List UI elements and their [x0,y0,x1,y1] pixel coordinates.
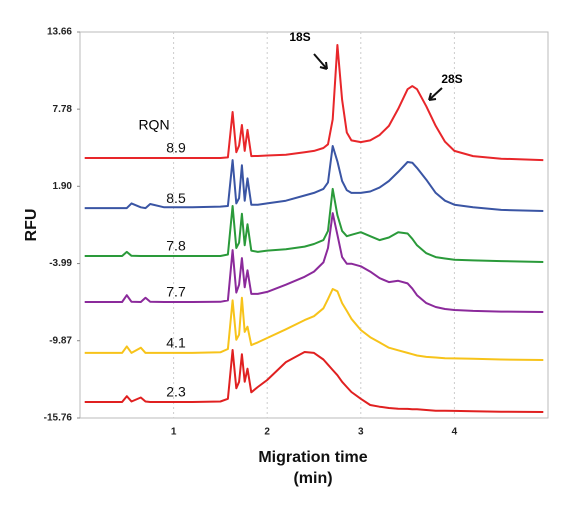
annotation: 28S [441,72,462,86]
x-tick-label: 2 [264,427,270,438]
series-label: 4.1 [166,335,186,351]
series-line [84,187,544,263]
x-tick-label: 1 [171,427,177,438]
series-label: 8.5 [166,190,186,206]
y-tick-label: 7.78 [53,104,73,115]
x-axis-label: (min) [293,470,332,487]
plot-frame [79,31,549,419]
y-axis-label: RFU [23,209,40,242]
series-label: 7.8 [166,238,186,254]
y-tick-label: 13.66 [47,27,72,38]
series-label: 2.3 [166,384,186,400]
x-tick-label: 4 [452,427,458,438]
legend-title: RQN [138,117,169,133]
series-line [84,145,544,212]
y-tick-label: -15.76 [44,413,73,424]
arrow [313,53,328,70]
series-line [84,212,544,313]
annotation: 18S [289,30,310,44]
x-tick-label: 3 [358,427,364,438]
x-axis-label: Migration time [258,449,367,466]
series-line [84,288,544,361]
y-tick-label: -9.87 [49,335,72,346]
series-label: 8.9 [166,140,186,156]
series-line [84,44,544,162]
series-label: 7.7 [166,284,186,300]
y-tick-label: 1.90 [53,181,73,192]
arrows [313,53,443,101]
series-line [84,349,544,413]
y-tick-label: -3.99 [49,258,72,269]
arrow [428,87,443,101]
